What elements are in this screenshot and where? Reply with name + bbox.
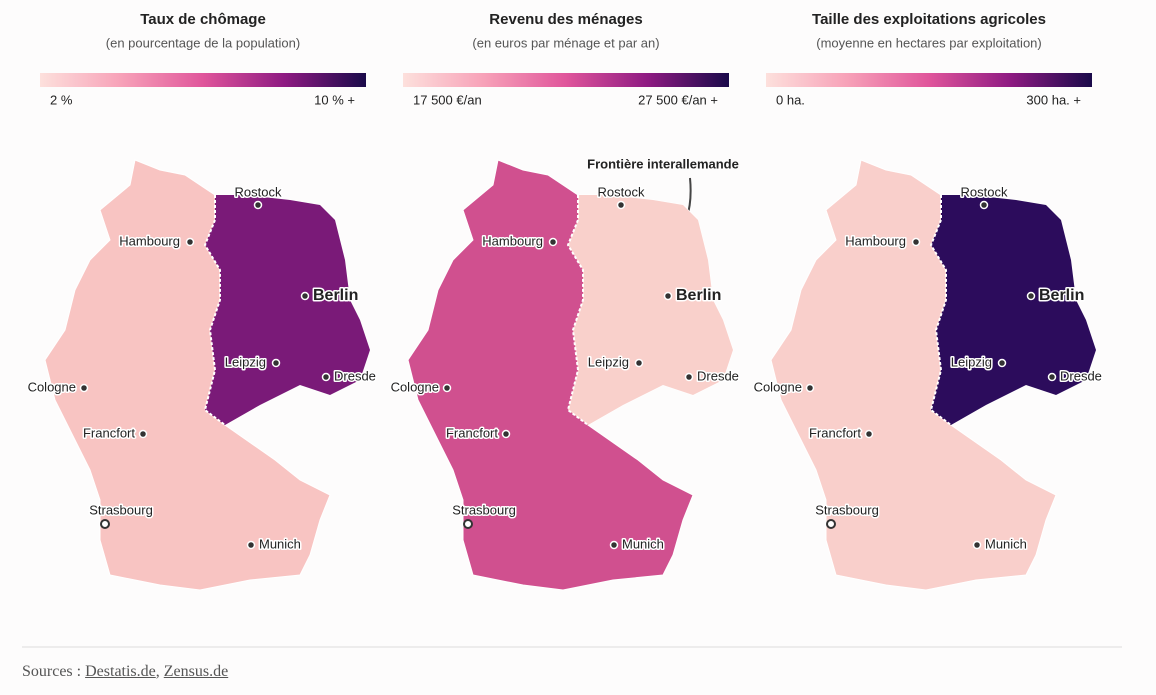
legend-max: 27 500 €/an +: [638, 92, 718, 107]
city-label: Hambourg: [482, 233, 543, 248]
source-link[interactable]: Zensus.de: [163, 663, 229, 680]
city-marker: [979, 200, 989, 210]
city-label: Cologne: [754, 379, 802, 394]
east-region: [205, 195, 370, 425]
legend-min: 2 %: [50, 92, 73, 107]
city-label: Leipzig: [225, 354, 266, 369]
city-marker: [300, 291, 310, 301]
city-marker: [609, 540, 619, 550]
city-marker: [1026, 291, 1036, 301]
city-label: Cologne: [391, 379, 439, 394]
city-marker: [100, 519, 110, 529]
city-label: Dresde: [697, 368, 739, 383]
city-label: Leipzig: [588, 354, 629, 369]
source-link[interactable]: Destatis.de: [85, 663, 156, 680]
panel-subtitle: (en pourcentage de la population): [106, 35, 300, 50]
city-marker: [463, 519, 473, 529]
city-marker: [663, 291, 673, 301]
city-label: Munich: [622, 536, 664, 551]
panel-title: Revenu des ménages: [489, 11, 642, 28]
inner-border: [566, 195, 589, 426]
city-marker: [997, 358, 1007, 368]
city-label: Hambourg: [845, 233, 906, 248]
city-marker: [616, 200, 626, 210]
city-label: Hambourg: [119, 233, 180, 248]
city-label: Berlin: [1039, 287, 1084, 304]
city-label: Strasbourg: [815, 502, 879, 517]
legend-max: 10 % +: [314, 92, 355, 107]
inner-border: [203, 195, 226, 426]
legend-min: 0 ha.: [776, 92, 805, 107]
east-region: [568, 195, 733, 425]
city-marker: [805, 383, 815, 393]
legend-bar: [403, 73, 729, 87]
city-marker: [911, 237, 921, 247]
city-marker: [185, 237, 195, 247]
city-label: Francfort: [446, 425, 498, 440]
city-label: Dresde: [1060, 368, 1102, 383]
city-marker: [246, 540, 256, 550]
city-label: Rostock: [235, 184, 282, 199]
city-marker: [501, 429, 511, 439]
footer-prefix: Sources :: [22, 663, 82, 680]
city-marker: [684, 372, 694, 382]
city-marker: [271, 358, 281, 368]
footer: Sources : Destatis.de, Zensus.de: [22, 663, 228, 681]
city-label: Munich: [985, 536, 1027, 551]
city-label: Francfort: [809, 425, 861, 440]
city-label: Dresde: [334, 368, 376, 383]
city-label: Cologne: [28, 379, 76, 394]
panel-subtitle: (moyenne en hectares par exploitation): [816, 35, 1041, 50]
city-marker: [321, 372, 331, 382]
maps: Frontière interallemande Taux de chômage…: [22, 11, 1122, 648]
city-marker: [826, 519, 836, 529]
annotation: Frontière interallemande: [587, 156, 739, 171]
city-label: Rostock: [961, 184, 1008, 199]
city-marker: [548, 237, 558, 247]
city-marker: [253, 200, 263, 210]
city-label: Berlin: [676, 287, 721, 304]
legend-min: 17 500 €/an: [413, 92, 482, 107]
legend-max: 300 ha. +: [1026, 92, 1081, 107]
city-label: Strasbourg: [452, 502, 516, 517]
city-label: Berlin: [313, 287, 358, 304]
city-marker: [442, 383, 452, 393]
city-label: Francfort: [83, 425, 135, 440]
legend-bar: [766, 73, 1092, 87]
city-label: Rostock: [598, 184, 645, 199]
city-marker: [138, 429, 148, 439]
panel-title: Taux de chômage: [140, 11, 266, 28]
city-label: Munich: [259, 536, 301, 551]
inner-border: [929, 195, 952, 426]
separator: ,: [155, 663, 160, 680]
legend-bar: [40, 73, 366, 87]
city-label: Leipzig: [951, 354, 992, 369]
city-marker: [864, 429, 874, 439]
city-marker: [972, 540, 982, 550]
city-marker: [1047, 372, 1057, 382]
panel-subtitle: (en euros par ménage et par an): [472, 35, 659, 50]
panel-title: Taille des exploitations agricoles: [812, 11, 1046, 28]
city-label: Strasbourg: [89, 502, 153, 517]
city-marker: [79, 383, 89, 393]
east-region: [931, 195, 1096, 425]
city-marker: [634, 358, 644, 368]
